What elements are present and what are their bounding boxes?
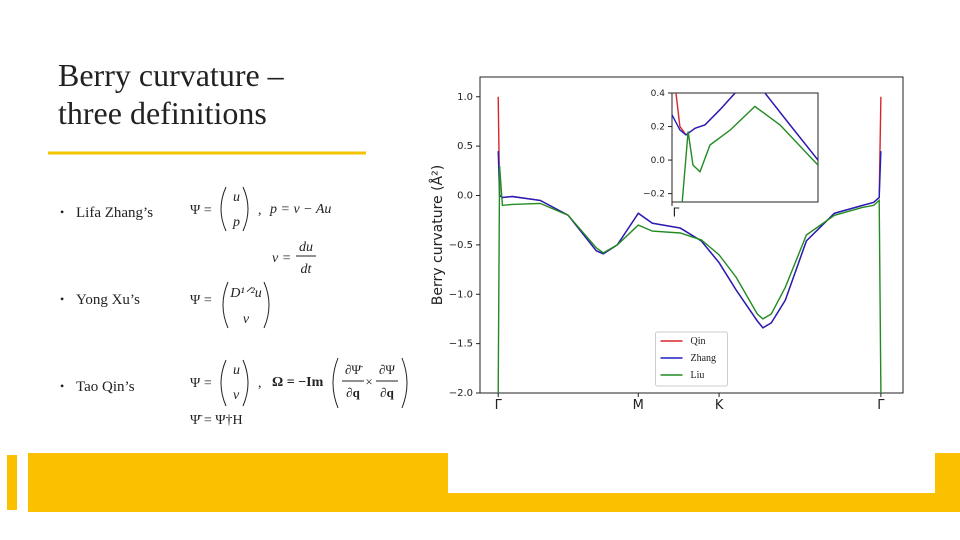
accent-bar: [7, 455, 17, 510]
equation: ∂Ψ̄: [345, 362, 363, 377]
equation: ×: [365, 374, 372, 389]
paren: [220, 359, 227, 407]
x-tick-label: Γ: [673, 206, 680, 220]
equation: p: [232, 215, 240, 230]
equation: Ψ =: [190, 293, 212, 308]
x-tick-label: K: [715, 398, 724, 413]
equation: v =: [272, 251, 291, 266]
bullet-label: Tao Qin’s: [76, 379, 135, 395]
equation: ,: [258, 203, 262, 218]
plot-lines: [497, 96, 882, 393]
y-tick-label: −0.5: [449, 240, 473, 251]
y-tick-label: 0.4: [651, 89, 666, 99]
y-tick-label: 0.5: [457, 141, 473, 152]
bullet-label: Yong Xu’s: [76, 292, 140, 308]
y-tick-label: 0.0: [651, 156, 666, 166]
equation: ∂q: [380, 385, 394, 400]
equation: Ψ =: [190, 203, 212, 218]
bullet-label: Lifa Zhang’s: [76, 205, 153, 221]
slide-title: three definitions: [58, 95, 267, 131]
legend-label: Liu: [691, 370, 705, 381]
bullet-dot: •: [60, 292, 64, 306]
y-tick-label: 0.0: [457, 191, 473, 202]
plot-area: [671, 92, 819, 203]
footer-cutout: [448, 453, 935, 493]
paren: [242, 359, 249, 407]
equation: v: [243, 312, 250, 327]
bullet-dot: •: [60, 379, 64, 393]
paren: [242, 186, 249, 232]
slide-title: Berry curvature –: [58, 57, 285, 93]
paren: [220, 186, 227, 232]
x-tick-label: M: [633, 398, 644, 413]
equation: u: [233, 190, 240, 205]
equation: p = v − Au: [269, 202, 331, 217]
series-line: [497, 151, 882, 329]
equation: ,: [258, 376, 262, 391]
paren: [263, 281, 270, 329]
equation: D¹ᐟ²u: [229, 286, 261, 301]
equation: ∂Ψ: [379, 362, 395, 377]
x-tick-label: Γ: [495, 398, 503, 413]
series-line: [681, 105, 818, 202]
legend-label: Zhang: [691, 353, 717, 364]
y-tick-label: 0.2: [651, 123, 665, 133]
equation: Ψ =: [190, 376, 212, 391]
y-tick-label: −0.2: [643, 190, 665, 200]
equation: v: [233, 388, 240, 403]
equation: ∂q: [346, 385, 360, 400]
equation: Ω = −Im: [272, 375, 324, 390]
charts: 1.0 0.5 0.0 −0.5 −1.0 −1.5 −2.0 Γ M K Γ Berry curva…: [429, 76, 904, 413]
paren: [332, 357, 339, 409]
series-line: [672, 93, 818, 161]
y-tick-label: 1.0: [457, 92, 473, 103]
equation: Ψ̄ = Ψ†H: [190, 413, 243, 428]
paren: [401, 357, 408, 409]
legend-box: [655, 331, 728, 387]
plot-lines: [672, 93, 818, 202]
equation: u: [233, 363, 240, 378]
x-tick-label: Γ: [877, 398, 885, 413]
y-axis-label: Berry curvature (Å²): [429, 165, 446, 305]
y-tick-label: −1.0: [449, 289, 473, 300]
equation: du: [299, 240, 313, 255]
series-line: [497, 165, 882, 393]
paren: [222, 281, 229, 329]
legend-label: Qin: [691, 336, 706, 347]
equation: dt: [301, 262, 313, 277]
y-tick-label: −1.5: [449, 339, 473, 350]
y-tick-label: −2.0: [449, 388, 473, 399]
bullet-dot: •: [60, 205, 64, 219]
